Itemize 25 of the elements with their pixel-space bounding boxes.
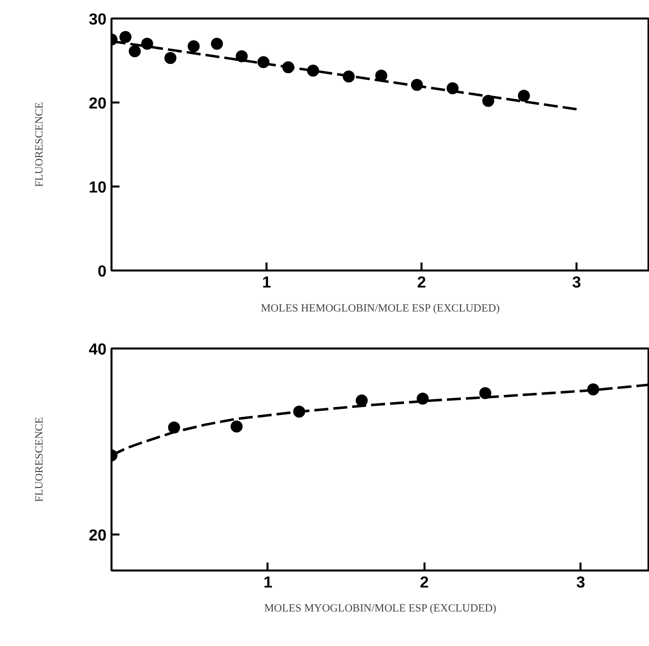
x-tick-label: 1 [263, 574, 272, 592]
y-axis-title: FLUORESCENCE [34, 416, 46, 502]
point [479, 387, 492, 400]
y-axis-title: FLUORESCENCE [34, 102, 46, 187]
x-tick-label: 3 [576, 574, 586, 592]
x-axis-title: MOLES HEMOGLOBIN/MOLE ESP (EXCLUDED) [260, 302, 500, 314]
point [119, 30, 132, 43]
x-tick-label: 3 [572, 274, 582, 292]
y-tick-label: 40 [88, 342, 107, 358]
point [164, 52, 176, 64]
x-tick-label: 2 [420, 574, 429, 592]
point [210, 38, 223, 50]
y-tick-label: 10 [88, 180, 107, 196]
point [188, 40, 200, 52]
x-axis-title: MOLES MYOGLOBIN/MOLE ESP (EXCLUDED) [264, 602, 497, 614]
point [230, 420, 243, 433]
y-tick-label: 0 [98, 264, 107, 280]
y-tick-label: 20 [88, 527, 107, 544]
x-tick-label: 1 [262, 274, 272, 292]
point [518, 90, 530, 102]
point [236, 50, 248, 62]
y-tick-label: 30 [88, 12, 107, 28]
point [128, 45, 141, 58]
x-tick-label: 2 [417, 274, 426, 292]
y-tick-label: 20 [88, 96, 107, 112]
